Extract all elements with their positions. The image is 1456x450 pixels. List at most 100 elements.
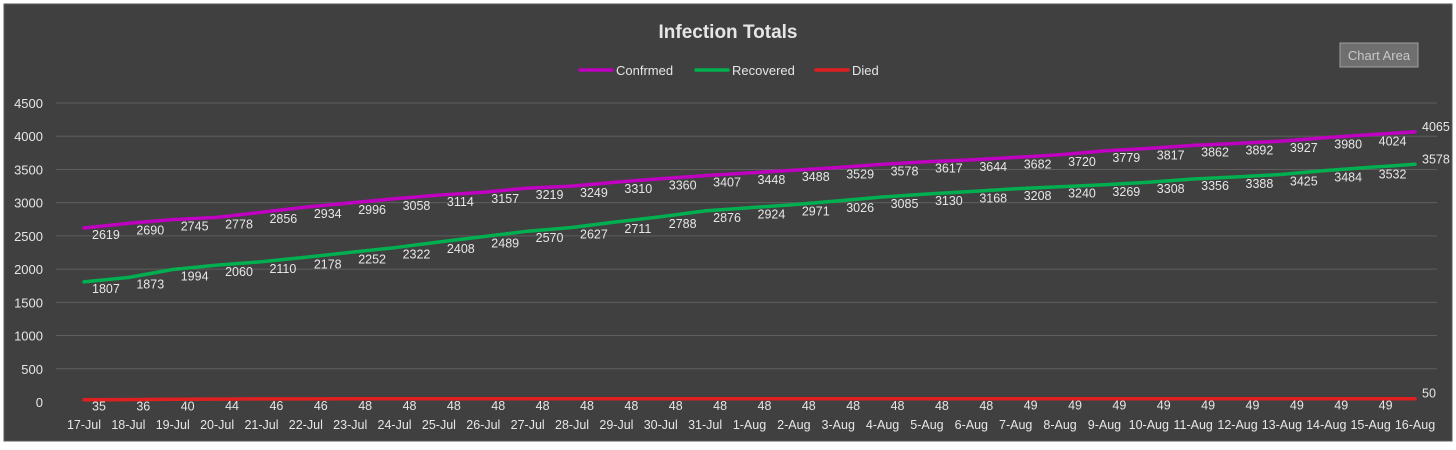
series-line-recovered [82,162,1417,284]
legend-item-recovered: Recovered [694,63,795,78]
y-tick-label: 4500 [14,96,43,111]
chart-title: Infection Totals [659,22,798,43]
data-label-died: 48 [802,399,816,413]
data-labels: 2619 2690 2745 2778 2856 2934 2996 3058 3114 3157… [92,120,1450,414]
data-label-recovered: 2252 [358,252,386,266]
data-label-died: 49 [1246,399,1260,413]
data-label-recovered: 3130 [935,194,963,208]
data-label-died: 49 [1112,399,1126,413]
data-label-recovered: 3269 [1112,185,1140,199]
data-label-confrmed: 2778 [225,217,253,231]
data-label-died: 48 [403,399,417,413]
data-label-confrmed: 3617 [935,162,963,176]
x-tick-label: 15-Aug [1350,418,1390,432]
x-tick-label: 7-Aug [999,418,1032,432]
data-label-died: 46 [269,399,283,413]
data-label-died: 48 [580,399,594,413]
data-label-confrmed: 3644 [979,160,1007,174]
data-label-died: 48 [846,399,860,413]
y-tick-label: 2500 [14,229,43,244]
x-tick-label: 10-Aug [1129,418,1169,432]
data-label-confrmed: 2856 [269,212,297,226]
x-tick-label: 16-Aug [1395,418,1435,432]
data-label-recovered: 2876 [713,211,741,225]
series-line-died [82,396,1417,402]
y-tick-label: 500 [21,362,43,377]
data-label-recovered: 2711 [624,222,651,236]
data-label-recovered: 3578 [1422,152,1450,166]
x-tick-label: 11-Aug [1173,418,1212,432]
x-tick-label: 1-Aug [733,418,766,432]
data-label-confrmed: 3980 [1334,138,1362,152]
data-label-recovered: 1807 [92,282,120,296]
data-label-died: 49 [1290,399,1304,413]
data-label-confrmed: 3157 [491,192,519,206]
x-tick-label: 2-Aug [777,418,810,432]
x-tick-label: 4-Aug [866,418,899,432]
data-label-recovered: 2788 [669,217,697,231]
chart-background [3,3,1453,442]
data-label-confrmed: 3720 [1068,155,1096,169]
x-tick-label: 27-Jul [511,418,545,432]
data-label-recovered: 1994 [181,270,209,284]
data-label-recovered: 2178 [314,257,342,271]
data-label-recovered: 3425 [1290,174,1318,188]
y-axis: 0 500 1000 1500 2000 2500 3000 3500 4000 4500 [14,96,43,410]
x-tick-label: 9-Aug [1088,418,1121,432]
x-tick-label: 21-Jul [244,418,278,432]
data-label-recovered: 2971 [802,205,830,219]
x-tick-label: 26-Jul [466,418,500,432]
x-tick-label: 22-Jul [289,418,323,432]
chart-area-tooltip-label: Chart Area [1348,48,1411,63]
data-label-confrmed: 4065 [1422,120,1450,134]
data-label-recovered: 2408 [447,242,475,256]
data-label-confrmed: 2619 [92,228,120,242]
x-tick-label: 13-Aug [1262,418,1302,432]
data-label-confrmed: 3448 [758,173,786,187]
x-tick-label: 30-Jul [644,418,678,432]
data-label-recovered: 2924 [758,208,786,222]
data-label-died: 44 [225,399,239,413]
legend-label: Died [852,63,879,78]
x-tick-label: 28-Jul [555,418,589,432]
data-label-confrmed: 3058 [403,199,431,213]
data-label-died: 48 [979,399,993,413]
x-tick-label: 14-Aug [1306,418,1346,432]
x-tick-label: 23-Jul [333,418,367,432]
data-label-recovered: 3356 [1201,179,1229,193]
data-label-died: 40 [181,399,195,413]
x-tick-label: 17-Jul [67,418,101,432]
data-label-recovered: 3532 [1379,167,1407,181]
data-label-confrmed: 3578 [891,164,919,178]
data-label-recovered: 1873 [136,278,164,292]
x-tick-label: 29-Jul [599,418,633,432]
data-label-confrmed: 3249 [580,186,608,200]
data-label-confrmed: 2996 [358,203,386,217]
x-tick-label: 20-Jul [200,418,234,432]
data-label-confrmed: 3779 [1112,151,1140,165]
legend-label: Confrmed [616,63,673,78]
data-label-recovered: 3308 [1157,182,1185,196]
y-tick-label: 0 [36,395,43,410]
data-label-confrmed: 3892 [1246,143,1274,157]
data-label-recovered: 3208 [1024,189,1052,203]
data-label-died: 49 [1068,399,1082,413]
series-line-confrmed [82,130,1417,230]
x-axis: 17-Jul 18-Jul 19-Jul 20-Jul 21-Jul 22-Jul 23-J… [67,418,1435,432]
data-label-recovered: 3085 [891,197,919,211]
data-label-recovered: 3026 [846,201,874,215]
series-lines [82,130,1417,402]
data-label-died: 48 [713,399,727,413]
data-label-confrmed: 3310 [624,182,652,196]
data-label-died: 46 [314,399,328,413]
x-tick-label: 24-Jul [378,418,412,432]
x-tick-label: 8-Aug [1043,418,1076,432]
x-tick-label: 18-Jul [111,418,145,432]
x-tick-label: 12-Aug [1217,418,1257,432]
y-tick-label: 2000 [14,262,43,277]
data-label-confrmed: 3488 [802,170,830,184]
legend-label: Recovered [732,63,795,78]
y-tick-label: 1500 [14,295,43,310]
data-label-recovered: 3240 [1068,187,1096,201]
